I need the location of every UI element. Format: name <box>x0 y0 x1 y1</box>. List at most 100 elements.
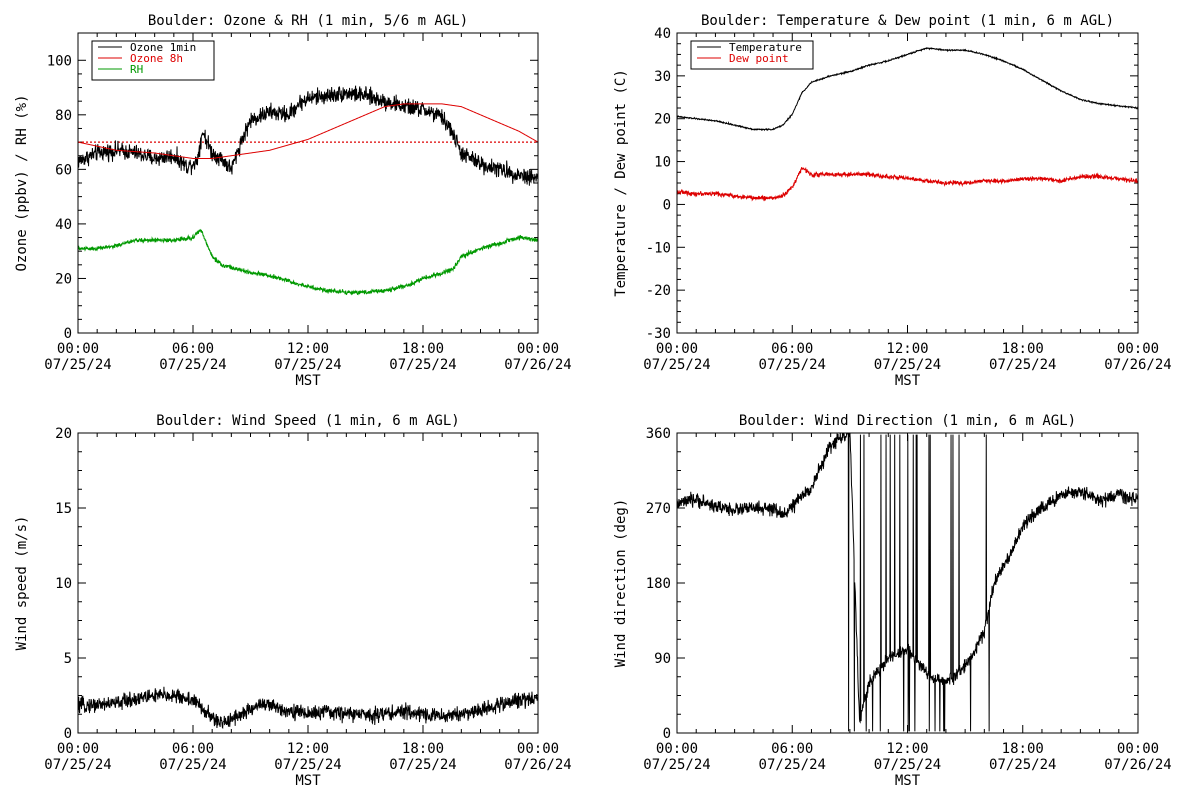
chart-title: Boulder: Ozone & RH (1 min, 5/6 m AGL) <box>148 13 468 29</box>
x-tick-date-label: 07/26/24 <box>504 757 571 773</box>
x-tick-date-label: 07/25/24 <box>274 357 341 373</box>
panel-wind-speed: Boulder: Wind Speed (1 min, 6 m AGL) 0 5 10… <box>14 413 572 789</box>
x-tick-date-label: 07/25/24 <box>389 357 456 373</box>
y-tick-label: 5 <box>64 651 72 667</box>
x-tick-label: 00:00 <box>57 341 99 357</box>
panel-ozone-rh: Boulder: Ozone & RH (1 min, 5/6 m AGL) 0 2… <box>14 13 572 389</box>
x-axis-label: MST <box>895 773 921 789</box>
y-tick-label: 360 <box>646 426 671 442</box>
x-tick-label: 00:00 <box>517 341 559 357</box>
y-tick-label: 0 <box>64 726 72 742</box>
x-tick-label: 12:00 <box>287 741 329 757</box>
y-axis-label: Wind speed (m/s) <box>14 516 30 651</box>
x-tick-date-label: 07/25/24 <box>159 357 226 373</box>
x-tick-label: 06:00 <box>172 741 214 757</box>
x-tick-label: 06:00 <box>771 341 813 357</box>
x-tick-date-label: 07/25/24 <box>643 757 710 773</box>
series-line-2 <box>78 228 538 296</box>
plot-frame <box>77 432 539 734</box>
legend-entry: Temperature <box>729 41 802 54</box>
legend-entry: Ozone 1min <box>130 41 196 54</box>
x-tick-date-label: 07/25/24 <box>44 757 111 773</box>
chart-title: Boulder: Temperature & Dew point (1 min,… <box>701 13 1114 29</box>
plot-area <box>78 686 538 730</box>
chart-title: Boulder: Wind Direction (1 min, 6 m AGL) <box>739 413 1076 429</box>
chart-title: Boulder: Wind Speed (1 min, 6 m AGL) <box>156 413 459 429</box>
y-tick-label: 60 <box>55 162 72 178</box>
series-line-0 <box>78 85 538 186</box>
panel-temp-dew: Boulder: Temperature & Dew point (1 min,… <box>613 13 1172 389</box>
plot-area <box>677 47 1138 202</box>
y-tick-label: 100 <box>47 53 72 69</box>
x-tick-label: 18:00 <box>402 341 444 357</box>
y-tick-label: -10 <box>646 240 671 256</box>
x-tick-label: 12:00 <box>886 741 928 757</box>
x-tick-label: 06:00 <box>771 741 813 757</box>
y-tick-label: 40 <box>55 217 72 233</box>
panel-wind-dir: Boulder: Wind Direction (1 min, 6 m AGL)… <box>613 413 1172 789</box>
legend-entry: Dew point <box>729 52 789 65</box>
x-tick-date-label: 07/25/24 <box>759 757 826 773</box>
y-axis-label: Ozone (ppbv) / RH (%) <box>14 94 30 271</box>
x-tick-date-label: 07/25/24 <box>44 357 111 373</box>
x-tick-label: 18:00 <box>402 741 444 757</box>
x-tick-date-label: 07/25/24 <box>643 357 710 373</box>
x-tick-label: 12:00 <box>886 341 928 357</box>
y-tick-label: -30 <box>646 326 671 342</box>
y-tick-label: 20 <box>55 271 72 287</box>
series-line-1 <box>78 103 538 159</box>
y-tick-label: -20 <box>646 283 671 299</box>
plot-frame <box>676 32 1139 334</box>
y-tick-label: 30 <box>654 69 671 85</box>
x-tick-date-label: 07/25/24 <box>989 357 1056 373</box>
series-line-0 <box>677 433 1138 732</box>
y-tick-label: 0 <box>663 726 671 742</box>
x-tick-date-label: 07/25/24 <box>989 757 1056 773</box>
y-tick-label: 0 <box>663 197 671 213</box>
x-tick-date-label: 07/25/24 <box>159 757 226 773</box>
y-tick-label: 180 <box>646 576 671 592</box>
y-axis-label: Wind direction (deg) <box>613 499 629 668</box>
x-tick-label: 00:00 <box>1117 741 1159 757</box>
y-tick-label: 40 <box>654 26 671 42</box>
legend-entry: RH <box>130 63 143 76</box>
legend-entry: Ozone 8h <box>130 52 183 65</box>
y-tick-label: 270 <box>646 501 671 517</box>
x-axis-label: MST <box>295 773 321 789</box>
y-tick-label: 90 <box>654 651 671 667</box>
x-tick-label: 00:00 <box>517 741 559 757</box>
x-tick-date-label: 07/25/24 <box>759 357 826 373</box>
x-tick-date-label: 07/25/24 <box>274 757 341 773</box>
x-tick-label: 18:00 <box>1002 341 1044 357</box>
y-tick-label: 15 <box>55 501 72 517</box>
x-axis-label: MST <box>295 373 321 389</box>
x-tick-label: 06:00 <box>172 341 214 357</box>
plot-area <box>78 85 538 296</box>
y-tick-label: 10 <box>55 576 72 592</box>
x-tick-date-label: 07/26/24 <box>504 357 571 373</box>
x-tick-label: 18:00 <box>1002 741 1044 757</box>
plot-area <box>677 433 1138 732</box>
x-tick-label: 00:00 <box>656 341 698 357</box>
y-axis-label: Temperature / Dew point (C) <box>613 69 629 297</box>
series-line-0 <box>677 47 1138 132</box>
x-tick-date-label: 07/25/24 <box>389 757 456 773</box>
x-tick-date-label: 07/25/24 <box>874 357 941 373</box>
x-tick-date-label: 07/26/24 <box>1104 357 1171 373</box>
y-tick-label: 20 <box>654 112 671 128</box>
y-tick-label: 10 <box>654 155 671 171</box>
legend-box <box>690 40 814 70</box>
y-tick-label: 80 <box>55 108 72 124</box>
plot-frame <box>676 432 1139 734</box>
y-tick-label: 20 <box>55 426 72 442</box>
y-tick-label: 0 <box>64 326 72 342</box>
x-axis-label: MST <box>895 373 921 389</box>
x-tick-label: 12:00 <box>287 341 329 357</box>
series-line-0 <box>78 686 538 730</box>
series-line-1 <box>677 166 1138 202</box>
x-tick-label: 00:00 <box>656 741 698 757</box>
x-tick-date-label: 07/25/24 <box>874 757 941 773</box>
x-tick-label: 00:00 <box>1117 341 1159 357</box>
x-tick-label: 00:00 <box>57 741 99 757</box>
